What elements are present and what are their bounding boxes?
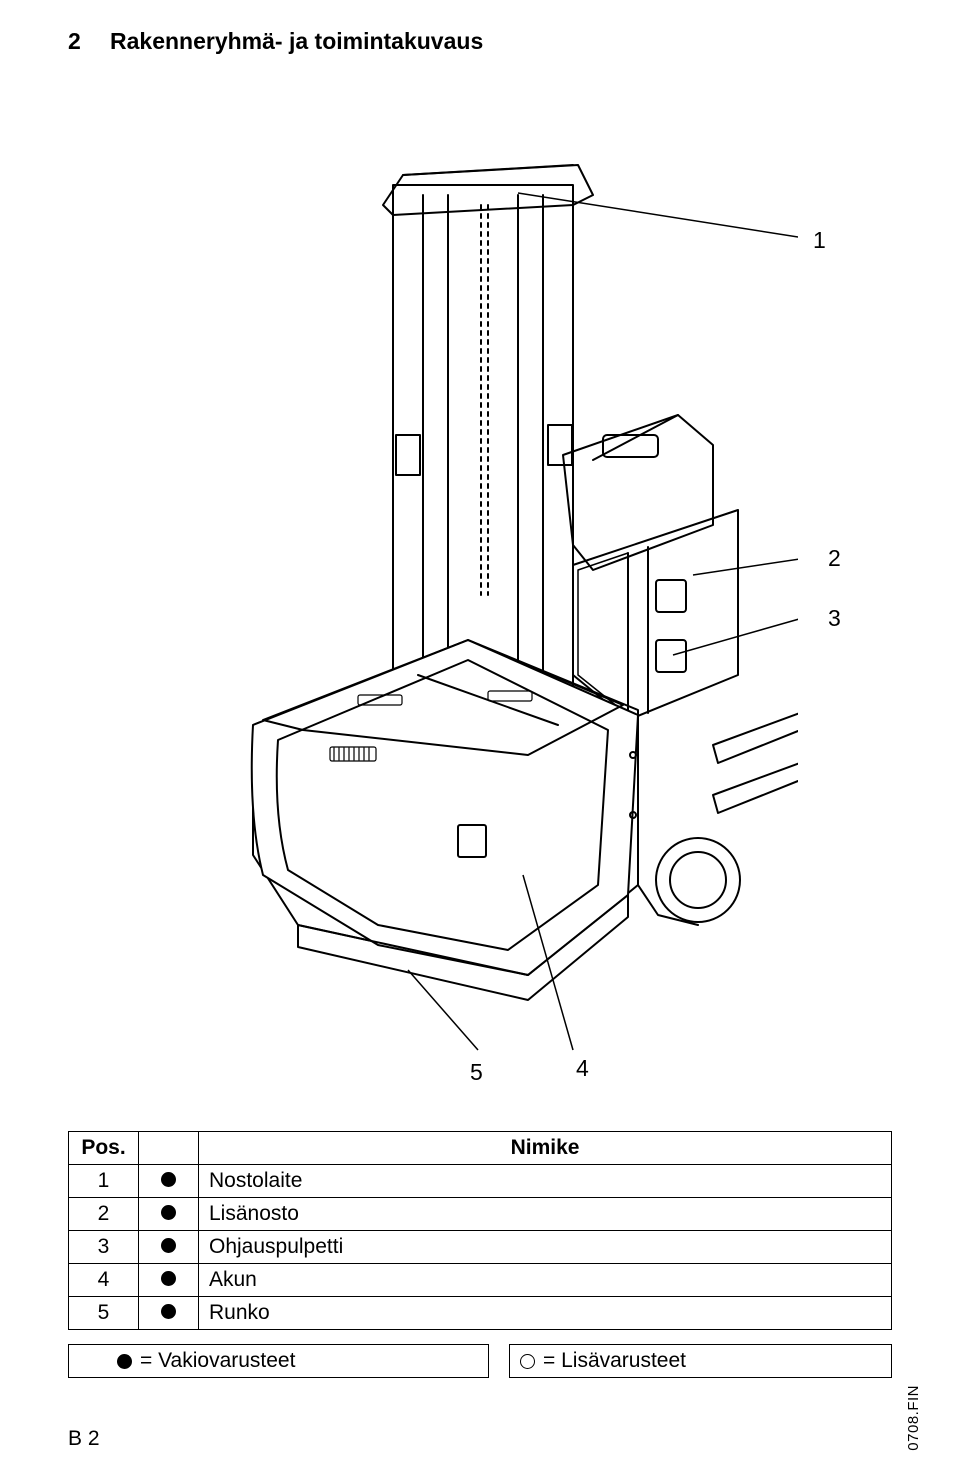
cell-pos: 5 xyxy=(69,1297,139,1330)
col-header-name: Nimike xyxy=(199,1132,892,1165)
legend-optional-text: = Lisävarusteet xyxy=(543,1349,686,1373)
legend-standard: = Vakiovarusteet xyxy=(68,1344,489,1378)
table-row: 4 Akun xyxy=(69,1264,892,1297)
filled-dot-icon xyxy=(161,1238,176,1253)
footer-page-code: B 2 xyxy=(68,1427,100,1451)
col-header-pos: Pos. xyxy=(69,1132,139,1165)
cell-pos: 4 xyxy=(69,1264,139,1297)
cell-symbol xyxy=(139,1165,199,1198)
hollow-dot-icon xyxy=(520,1354,535,1369)
document-page: 2 Rakenneryhmä- ja toimintakuvaus xyxy=(0,0,960,1477)
parts-table-wrap: Pos. Nimike 1 Nostolaite 2 Lisänosto 3 xyxy=(68,1131,892,1378)
callout-2: 2 xyxy=(828,545,841,572)
cell-name: Nostolaite xyxy=(199,1165,892,1198)
callout-3: 3 xyxy=(828,605,841,632)
filled-dot-icon xyxy=(161,1205,176,1220)
cell-symbol xyxy=(139,1231,199,1264)
cell-name: Ohjauspulpetti xyxy=(199,1231,892,1264)
figure-container: 1 2 3 4 5 xyxy=(68,115,892,1115)
filled-dot-icon xyxy=(161,1271,176,1286)
table-row: 3 Ohjauspulpetti xyxy=(69,1231,892,1264)
table-row: 5 Runko xyxy=(69,1297,892,1330)
cell-symbol xyxy=(139,1198,199,1231)
section-number: 2 xyxy=(68,28,86,55)
cell-name: Runko xyxy=(199,1297,892,1330)
cell-pos: 1 xyxy=(69,1165,139,1198)
filled-dot-icon xyxy=(161,1304,176,1319)
cell-name: Lisänosto xyxy=(199,1198,892,1231)
legend-optional: = Lisävarusteet xyxy=(509,1344,892,1378)
col-header-symbol xyxy=(139,1132,199,1165)
cell-name: Akun xyxy=(199,1264,892,1297)
legend-row: = Vakiovarusteet = Lisävarusteet xyxy=(68,1344,892,1378)
callout-5: 5 xyxy=(470,1059,483,1086)
cell-symbol xyxy=(139,1297,199,1330)
filled-dot-icon xyxy=(117,1354,132,1369)
forklift-illustration xyxy=(158,115,798,1075)
table-row: 2 Lisänosto xyxy=(69,1198,892,1231)
cell-pos: 3 xyxy=(69,1231,139,1264)
section-title: Rakenneryhmä- ja toimintakuvaus xyxy=(110,28,483,55)
callout-4: 4 xyxy=(576,1055,589,1082)
parts-table: Pos. Nimike 1 Nostolaite 2 Lisänosto 3 xyxy=(68,1131,892,1330)
filled-dot-icon xyxy=(161,1172,176,1187)
cell-symbol xyxy=(139,1264,199,1297)
legend-standard-text: = Vakiovarusteet xyxy=(140,1349,295,1373)
callout-1: 1 xyxy=(813,227,826,254)
cell-pos: 2 xyxy=(69,1198,139,1231)
table-row: 1 Nostolaite xyxy=(69,1165,892,1198)
section-heading: 2 Rakenneryhmä- ja toimintakuvaus xyxy=(68,28,892,55)
footer-doc-code: 0708.FIN xyxy=(905,1385,922,1451)
